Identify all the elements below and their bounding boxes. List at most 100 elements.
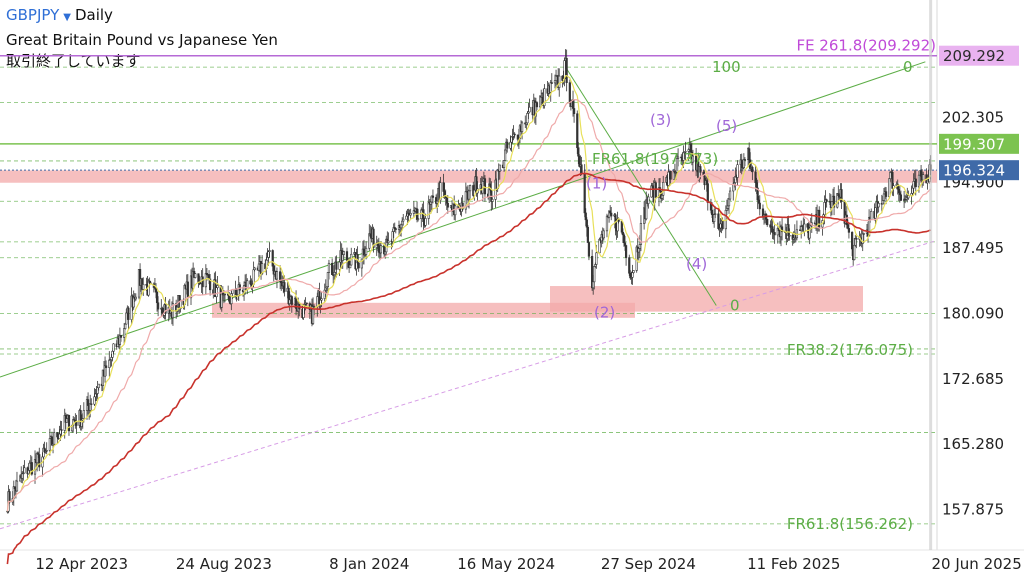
candle-body — [800, 226, 803, 231]
candle-body — [506, 141, 509, 149]
candle-body — [806, 223, 809, 228]
candle-body — [38, 454, 41, 468]
candle-body — [595, 252, 598, 265]
candle-body — [586, 226, 589, 243]
candle-body — [922, 174, 925, 181]
candle-body — [598, 238, 601, 254]
candle-body — [647, 196, 650, 204]
candle-body — [728, 190, 732, 200]
price-tick-label: 172.685 — [942, 370, 1004, 388]
candle-body — [119, 335, 123, 338]
candle-body — [58, 433, 61, 439]
moving-average-10 — [6, 75, 932, 512]
chart-annotation: FR61.8(156.262) — [787, 515, 913, 533]
candle-body — [877, 203, 880, 208]
candle-body — [442, 182, 445, 192]
candle-body — [123, 328, 126, 338]
candle-body — [369, 233, 372, 237]
candle-body — [592, 281, 595, 289]
candle-body — [454, 205, 457, 216]
candle-body — [127, 307, 130, 320]
symbol-header[interactable]: GBPJPY ▼ Daily — [6, 6, 113, 24]
candle-body — [717, 213, 720, 229]
price-tick-label: 165.280 — [942, 435, 1004, 453]
candle-body — [553, 80, 557, 84]
candle-body — [313, 306, 316, 308]
candle-body — [610, 212, 613, 217]
candle-body — [105, 365, 108, 368]
candle-body — [108, 359, 111, 368]
candle-body — [632, 270, 635, 273]
candle-body — [197, 273, 200, 283]
candle-body — [862, 233, 865, 235]
candle-body — [754, 171, 757, 183]
candle-body — [467, 190, 471, 200]
chart-annotation: (2) — [594, 304, 615, 322]
candle-body — [510, 136, 513, 143]
candle-body — [223, 293, 227, 296]
candle-body — [28, 462, 31, 471]
candle-body — [231, 289, 234, 294]
candle-body — [384, 251, 387, 255]
candle-body — [853, 244, 856, 261]
candle-body — [584, 212, 587, 221]
candle-body — [719, 223, 722, 229]
candle-body — [424, 218, 427, 226]
candle-body — [803, 223, 806, 232]
candle-body — [780, 226, 784, 233]
candle-body — [436, 200, 439, 204]
candle-body — [757, 199, 760, 204]
candle-body — [550, 82, 553, 84]
candle-body — [766, 219, 769, 226]
candle-body — [898, 192, 901, 196]
candle-body — [705, 180, 708, 184]
candle-body — [379, 245, 383, 254]
price-tick-label: 180.090 — [942, 304, 1004, 322]
price-tick-label: 187.495 — [942, 239, 1004, 257]
candle-body — [23, 467, 26, 474]
candle-body — [620, 221, 623, 233]
candle-body — [543, 88, 546, 106]
candle-body — [851, 232, 854, 250]
candle-body — [713, 214, 716, 222]
candle-body — [628, 257, 631, 274]
candle-body — [30, 462, 33, 475]
candle-body — [8, 491, 11, 503]
candle-body — [558, 75, 561, 88]
candle-body — [882, 193, 886, 201]
candle-body — [111, 350, 114, 358]
candle-body — [483, 178, 487, 195]
candle-body — [888, 178, 891, 197]
candle-body — [60, 429, 63, 431]
candle-body — [409, 213, 412, 216]
candle-body — [134, 296, 137, 300]
candle-body — [855, 238, 858, 240]
candle-body — [53, 432, 56, 445]
candle-body — [661, 194, 664, 199]
candle-body — [699, 166, 702, 173]
chart-annotation: (3) — [650, 111, 671, 129]
time-tick-label: 12 Apr 2023 — [35, 555, 128, 573]
candle-body — [840, 189, 843, 202]
candle-body — [846, 224, 849, 229]
candle-body — [468, 185, 472, 192]
price-badge — [939, 160, 1019, 181]
candle-body — [727, 198, 731, 207]
interval-label[interactable]: Daily — [74, 6, 113, 24]
candle-body — [253, 267, 256, 271]
candle-body — [710, 209, 714, 215]
candle-body — [341, 254, 344, 261]
candle-body — [164, 304, 167, 314]
candle-body — [638, 244, 641, 249]
candle-body — [230, 293, 233, 305]
price-badge-label: 196.324 — [943, 162, 1005, 180]
triangle-down-icon[interactable]: ▼ — [63, 12, 71, 23]
time-tick-label: 24 Aug 2023 — [176, 555, 272, 573]
candle-body — [357, 262, 360, 269]
candle-body — [155, 291, 159, 304]
candle-body — [751, 166, 754, 173]
candle-body — [509, 141, 512, 149]
candle-body — [917, 174, 921, 188]
symbol-ticker[interactable]: GBPJPY — [6, 6, 60, 24]
